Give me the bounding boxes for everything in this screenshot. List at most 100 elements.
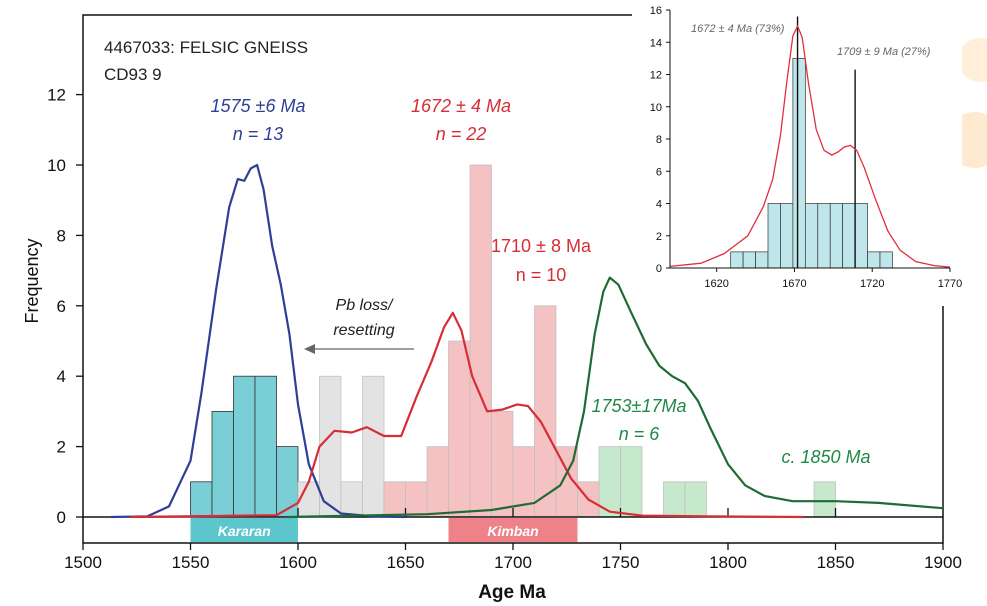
inset-y-tick-label: 0 (656, 263, 662, 275)
inset-x-tick-label: 1770 (938, 278, 962, 290)
inset-peak1-label: 1672 ± 4 Ma (73%) (691, 23, 785, 35)
red-n-label: n = 22 (436, 124, 487, 144)
histogram-bar (340, 481, 363, 518)
chart-subtitle: CD93 9 (104, 65, 162, 84)
inset-histogram-bar (817, 203, 831, 269)
pb-loss-arrow (304, 344, 414, 354)
inset-y-tick-label: 16 (650, 5, 662, 17)
x-tick-label: 1750 (602, 553, 640, 572)
inset-histogram-bar (842, 203, 856, 269)
red-age-label: 1672 ± 4 Ma (411, 96, 511, 116)
x-tick-label: 1800 (709, 553, 747, 572)
density-curve (110, 163, 406, 519)
inset-y-tick-label: 4 (656, 199, 662, 211)
inset-x-tick-label: 1720 (860, 278, 884, 290)
green-age-label: 1753±17Ma (592, 396, 687, 416)
y-tick-label: 12 (47, 86, 66, 105)
y-tick-label: 10 (47, 156, 66, 175)
age-band-label: Kimban (487, 523, 538, 539)
inset-x-tick-labels: 1620 1670 1720 1770 (704, 268, 962, 290)
inset-histogram-bar (780, 203, 794, 269)
x-tick-label: 1700 (494, 553, 532, 572)
red2-n-label: n = 10 (516, 265, 567, 285)
main-chart: Kararan Kimban 1500 1550 1600 1650 1700 1750 18… (22, 14, 962, 603)
inset-y-tick-label: 14 (650, 37, 662, 49)
inset-x-tick-label: 1670 (782, 278, 806, 290)
inset-y-tick-label: 8 (656, 134, 662, 146)
histogram-bar (534, 305, 557, 518)
chart-title: 4467033: FELSIC GNEISS (104, 38, 308, 57)
density-curve (130, 311, 804, 519)
inset-histogram-bar (767, 203, 781, 269)
histogram-bar (383, 481, 406, 518)
density-curve (287, 276, 944, 519)
x-tick-label: 1850 (817, 553, 855, 572)
inset-histogram-bar (854, 203, 868, 269)
age-bands: Kararan Kimban (190, 518, 578, 542)
age-band (448, 518, 578, 542)
inset-peak-lines (796, 16, 856, 268)
histogram-bar (491, 411, 514, 518)
inset-y-tick-label: 2 (656, 231, 662, 243)
y-tick-label: 0 (57, 508, 66, 527)
histogram-bar (684, 481, 707, 518)
pb-loss-label: Pb loss/ (336, 297, 394, 314)
y-tick-label: 6 (57, 297, 66, 316)
resetting-label: resetting (333, 322, 394, 339)
inset-y-tick-label: 12 (650, 70, 662, 82)
histogram-bar (254, 375, 277, 518)
inset-histogram-bar (879, 251, 893, 269)
histogram-bar (233, 375, 256, 518)
green2-age-label: c. 1850 Ma (781, 447, 870, 467)
x-axis-title: Age Ma (478, 582, 546, 603)
inset-histogram-bar (730, 251, 744, 269)
x-tick-label: 1650 (387, 553, 425, 572)
x-tick-label: 1600 (279, 553, 317, 572)
inset-histogram-bar (867, 251, 881, 269)
histogram-bar (297, 481, 320, 518)
inset-density-curve (669, 24, 951, 268)
x-tick-label: 1500 (64, 553, 102, 572)
y-tick-label: 2 (57, 438, 66, 457)
x-tick-labels: 1500 1550 1600 1650 1700 1750 1800 1850 1900 (64, 553, 962, 572)
y-axis-title: Frequency (22, 238, 42, 323)
histogram-bars (190, 164, 836, 518)
blue-n-label: n = 13 (233, 124, 284, 144)
age-band-label: Kararan (218, 523, 271, 539)
inset-histogram-bar (742, 251, 756, 269)
histogram-bar (469, 164, 492, 518)
inset-y-tick-label: 10 (650, 102, 662, 114)
age-band (190, 518, 298, 542)
blue-age-label: 1575 ±6 Ma (211, 96, 306, 116)
histogram-bar (620, 446, 643, 518)
histogram-bar (448, 340, 471, 518)
y-tick-labels: 0 2 4 6 8 10 12 (47, 86, 66, 527)
histogram-bar (813, 481, 836, 518)
x-tick-label: 1900 (924, 553, 962, 572)
y-tick-label: 4 (57, 367, 66, 386)
green-n-label: n = 6 (619, 424, 661, 444)
inset-histogram-bar (829, 203, 844, 269)
inset-histogram-bar (804, 203, 819, 269)
red2-age-label: 1710 ± 8 Ma (491, 236, 592, 256)
inset-y-tick-labels: 0 2 4 6 8 10 12 14 16 (650, 5, 670, 275)
histogram-bar (211, 410, 234, 518)
histogram-bar (190, 481, 213, 518)
histogram-bar (426, 446, 449, 518)
inset-histogram-bars (730, 58, 893, 269)
inset-density-curve-line (669, 24, 951, 268)
x-tick-label: 1550 (172, 553, 210, 572)
inset-chart: 1620 1670 1720 1770 0 2 4 6 8 10 12 14 16 1672 ± 4 … (632, 0, 962, 306)
histogram-bar (276, 446, 299, 518)
histogram-bar (663, 481, 686, 518)
histogram-bar (362, 375, 385, 518)
histogram-bar (405, 481, 428, 518)
y-tick-label: 8 (57, 226, 66, 245)
inset-peak2-label: 1709 ± 9 Ma (27%) (837, 46, 931, 58)
inset-y-tick-label: 6 (656, 166, 662, 178)
inset-x-tick-label: 1620 (704, 278, 728, 290)
density-curves (110, 163, 944, 519)
decorative-blob (958, 38, 987, 82)
inset-histogram-bar (755, 251, 769, 269)
